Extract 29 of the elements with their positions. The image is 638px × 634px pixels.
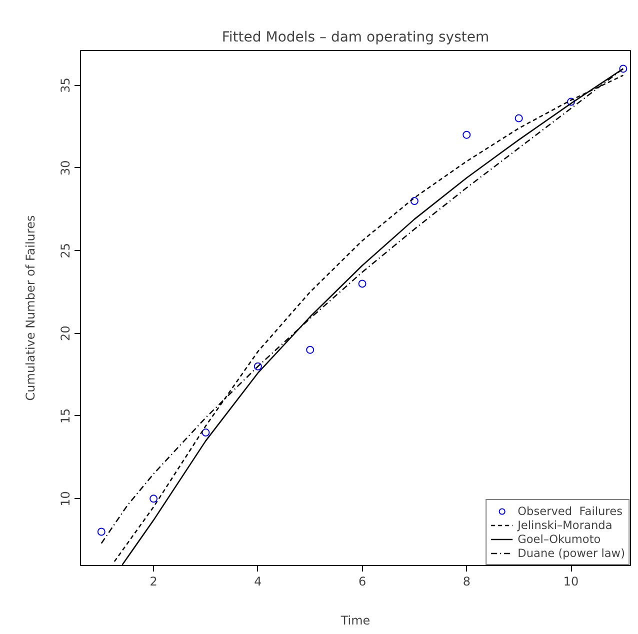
point [514, 114, 523, 122]
point [567, 98, 576, 106]
point [150, 494, 158, 503]
y-axis-title: Cumulative Number of Failures [24, 215, 38, 401]
y-tick-label: 15 [58, 408, 72, 424]
legend-label: Observed Failures [518, 504, 622, 518]
legend-label: Jelinski–Moranda [518, 518, 612, 532]
point [306, 346, 314, 354]
point [410, 197, 418, 205]
chart-title: Fitted Models – dam operating system [222, 30, 490, 46]
point [462, 130, 471, 139]
legend-label: Goel–Okumoto [518, 532, 601, 546]
x-axis-title: Time [340, 614, 370, 628]
point [202, 428, 210, 437]
legend-label: Duane (power law) [518, 546, 625, 560]
y-tick-label: 20 [58, 326, 72, 341]
x-tick-label: 2 [150, 574, 158, 588]
y-tick-label: 25 [58, 242, 72, 258]
x-tick-label: 8 [462, 574, 470, 588]
y-tick-label: 10 [58, 491, 72, 506]
point [358, 280, 366, 288]
x-tick-label: 4 [254, 574, 262, 588]
x-tick-label: 6 [358, 574, 366, 588]
y-tick-label: 30 [58, 160, 72, 176]
point [619, 64, 628, 73]
x-tick-label: 10 [563, 574, 579, 588]
y-tick-label: 35 [58, 78, 72, 93]
point [254, 362, 262, 370]
point [97, 528, 106, 536]
